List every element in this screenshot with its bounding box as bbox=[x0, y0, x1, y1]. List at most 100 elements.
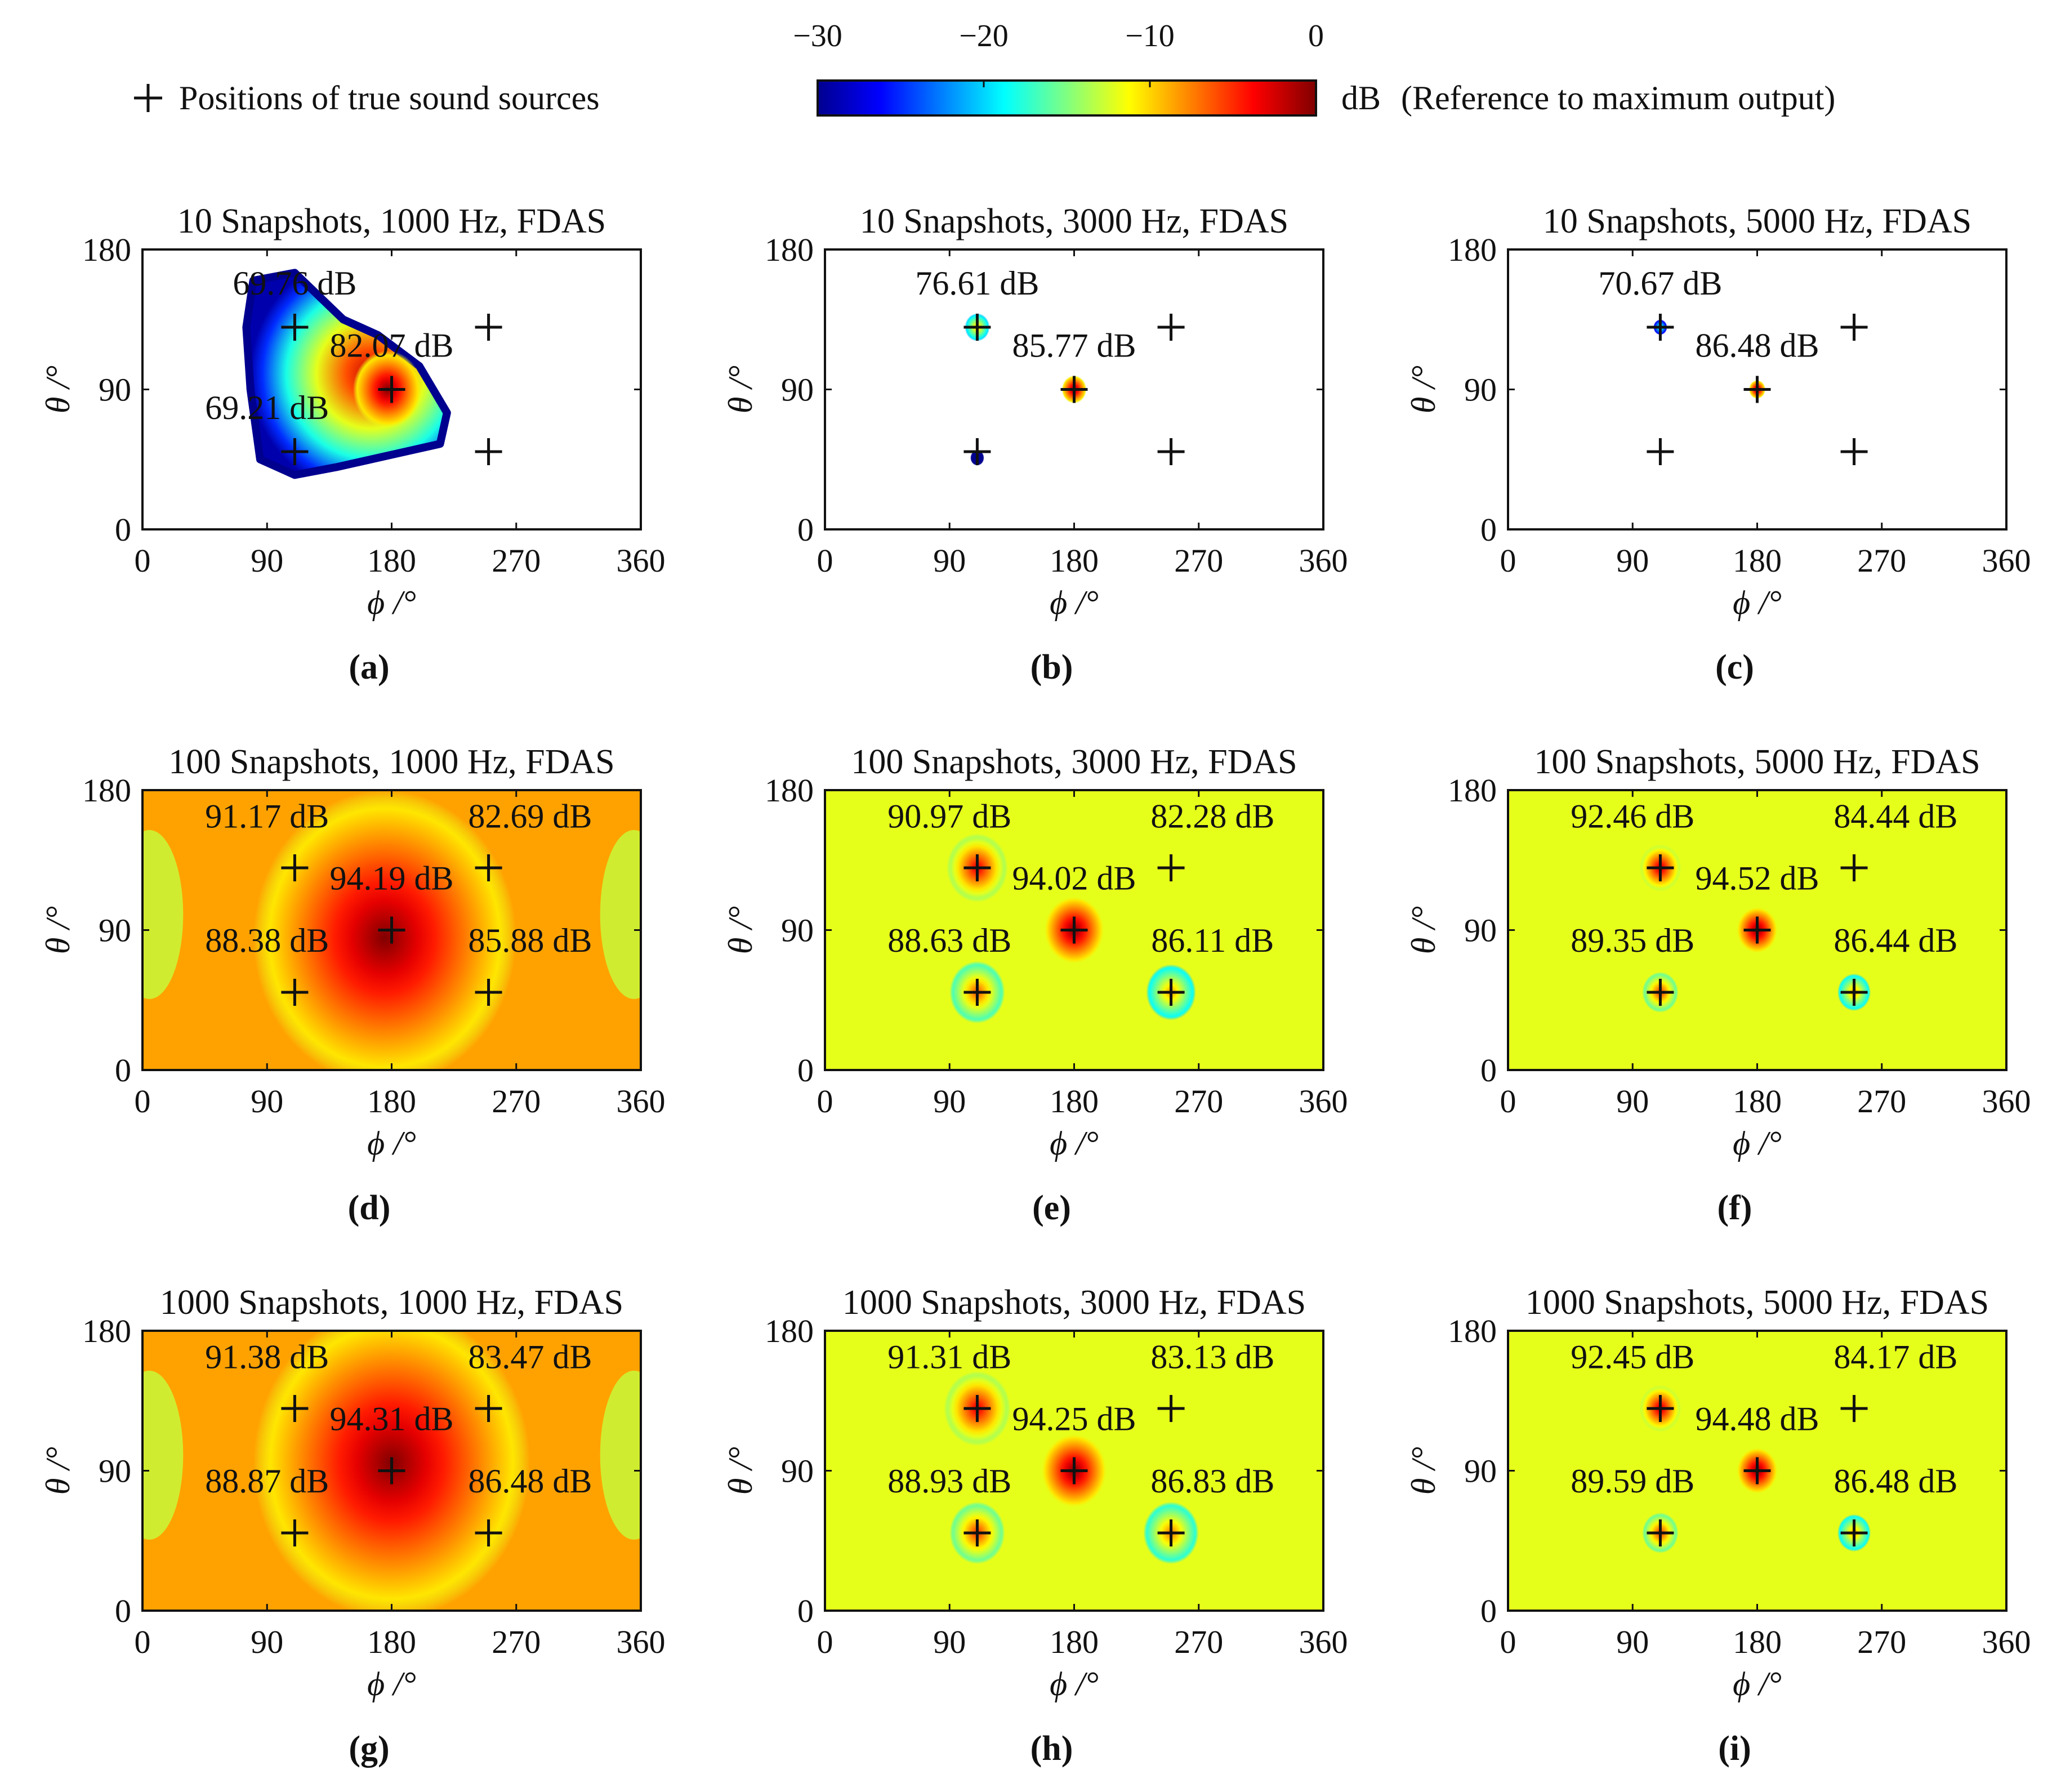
panel-title: 10 Snapshots, 5000 Hz, FDAS bbox=[1543, 202, 1971, 240]
peak-db-label: 88.87 dB bbox=[205, 1463, 329, 1500]
panel-d: 0 90 180 270 360 0 90 180 ϕ /° θ /° 100 Snapshots,… bbox=[39, 743, 666, 1227]
y-tick-label: 0 bbox=[1480, 1052, 1497, 1089]
y-axis-label: θ /° bbox=[39, 906, 77, 954]
sidelobe bbox=[142, 830, 184, 999]
source-marker bbox=[1840, 978, 1868, 1006]
source-marker bbox=[1743, 916, 1771, 944]
y-tick-label: 90 bbox=[1464, 372, 1497, 408]
x-axis-label: ϕ /° bbox=[1733, 1665, 1782, 1702]
source-marker bbox=[963, 1519, 991, 1546]
y-tick-label: 0 bbox=[797, 1052, 814, 1089]
y-tick-label: 0 bbox=[1480, 1593, 1497, 1629]
x-tick-label: 180 bbox=[1050, 1624, 1099, 1660]
x-tick-label: 0 bbox=[1500, 1624, 1516, 1660]
colorbar-note: (Reference to maximum output) bbox=[1401, 79, 1835, 117]
y-axis-label: θ /° bbox=[722, 1447, 759, 1495]
peak-db-label: 86.48 dB bbox=[1695, 327, 1819, 364]
sidelobe bbox=[600, 1370, 641, 1540]
peak-db-label: 69.76 dB bbox=[233, 265, 356, 302]
x-tick-label: 90 bbox=[933, 542, 966, 579]
colorbar-gradient bbox=[817, 79, 1317, 117]
peak-db-label: 85.88 dB bbox=[468, 922, 592, 959]
panel-a: 0 90 180 270 360 0 90 180 ϕ /° θ /° 10 Snapshots, … bbox=[39, 202, 666, 687]
y-tick-label: 180 bbox=[1448, 231, 1497, 268]
x-axis-label: ϕ /° bbox=[367, 584, 416, 621]
panel-letter: (i) bbox=[1718, 1729, 1751, 1768]
source-marker bbox=[1647, 1519, 1674, 1546]
peak-db-label: 91.31 dB bbox=[887, 1338, 1011, 1375]
source-marker bbox=[475, 438, 502, 465]
x-axis-label: ϕ /° bbox=[1733, 584, 1782, 621]
x-tick-label: 0 bbox=[135, 542, 151, 579]
y-tick-label: 180 bbox=[1448, 1313, 1497, 1349]
peak-db-label: 89.35 dB bbox=[1571, 922, 1694, 959]
source-marker bbox=[963, 854, 991, 882]
y-tick-label: 0 bbox=[115, 511, 131, 548]
source-marker bbox=[1840, 314, 1868, 341]
source-marker bbox=[1157, 438, 1185, 465]
source-marker bbox=[1840, 438, 1868, 465]
panel-letter: (d) bbox=[348, 1189, 391, 1227]
x-tick-label: 90 bbox=[1616, 1083, 1649, 1120]
source-marker bbox=[1840, 1519, 1868, 1546]
peak-db-label: 82.69 dB bbox=[468, 797, 592, 835]
panel-letter: (e) bbox=[1032, 1189, 1071, 1227]
source-marker bbox=[963, 438, 991, 465]
y-tick-label: 180 bbox=[765, 1313, 814, 1349]
x-tick-label: 90 bbox=[251, 1624, 283, 1660]
x-tick-label: 360 bbox=[617, 1083, 666, 1120]
peak-db-label: 83.47 dB bbox=[468, 1338, 592, 1375]
panel-title: 1000 Snapshots, 1000 Hz, FDAS bbox=[160, 1283, 623, 1322]
peak-db-label: 94.02 dB bbox=[1012, 860, 1136, 897]
source-marker bbox=[1060, 916, 1088, 944]
source-marker bbox=[1157, 1519, 1185, 1546]
sidelobe bbox=[142, 1370, 184, 1540]
peak-db-label: 86.83 dB bbox=[1150, 1463, 1274, 1500]
source-marker bbox=[1647, 978, 1674, 1006]
y-tick-label: 180 bbox=[82, 231, 131, 268]
x-tick-label: 270 bbox=[1174, 1083, 1223, 1120]
source-marker bbox=[281, 854, 309, 882]
x-tick-label: 270 bbox=[492, 542, 541, 579]
legend-marker-label: Positions of true sound sources bbox=[179, 79, 600, 117]
y-tick-label: 180 bbox=[82, 772, 131, 809]
x-tick-label: 360 bbox=[617, 542, 666, 579]
panel-h: 0 90 180 270 360 0 90 180 ϕ /° θ /° 1000 Snapshots… bbox=[722, 1283, 1348, 1768]
x-tick-label: 0 bbox=[135, 1624, 151, 1660]
x-tick-label: 0 bbox=[817, 542, 833, 579]
x-tick-label: 0 bbox=[1500, 542, 1516, 579]
panel-e: 0 90 180 270 360 0 90 180 ϕ /° θ /° 100 Snapshots,… bbox=[722, 743, 1348, 1227]
peak-db-label: 83.13 dB bbox=[1150, 1338, 1274, 1375]
peak-db-label: 92.46 dB bbox=[1571, 797, 1694, 835]
x-tick-label: 90 bbox=[251, 1083, 283, 1120]
x-tick-label: 180 bbox=[367, 542, 416, 579]
colorbar-tick-label: 0 bbox=[1308, 19, 1324, 54]
source-marker bbox=[281, 1519, 309, 1546]
peak-db-label: 76.61 dB bbox=[915, 265, 1039, 302]
source-marker bbox=[963, 1395, 991, 1423]
y-tick-label: 90 bbox=[99, 372, 131, 408]
x-axis-label: ϕ /° bbox=[367, 1665, 416, 1702]
y-tick-label: 90 bbox=[99, 912, 131, 949]
x-tick-label: 180 bbox=[1733, 1624, 1782, 1660]
source-marker bbox=[281, 1395, 309, 1423]
peak-db-label: 86.48 dB bbox=[468, 1463, 592, 1500]
y-axis-label: θ /° bbox=[1405, 1447, 1442, 1495]
x-tick-label: 180 bbox=[1733, 542, 1782, 579]
y-tick-label: 90 bbox=[781, 1453, 814, 1490]
y-tick-label: 0 bbox=[115, 1052, 131, 1089]
source-marker bbox=[475, 854, 502, 882]
peak-db-label: 84.17 dB bbox=[1834, 1338, 1957, 1375]
x-tick-label: 270 bbox=[492, 1624, 541, 1660]
source-marker bbox=[475, 314, 502, 341]
x-tick-label: 270 bbox=[1857, 1083, 1906, 1120]
source-marker bbox=[1647, 854, 1674, 882]
panel-title: 1000 Snapshots, 3000 Hz, FDAS bbox=[842, 1283, 1306, 1322]
source-marker bbox=[1840, 1395, 1868, 1423]
x-tick-label: 0 bbox=[1500, 1083, 1516, 1120]
peak-db-label: 86.48 dB bbox=[1834, 1463, 1957, 1500]
peak-db-label: 94.52 dB bbox=[1695, 860, 1819, 897]
sidelobe bbox=[600, 830, 641, 999]
panel-c: 0 90 180 270 360 0 90 180 ϕ /° θ /° 10 Snapshots, … bbox=[1405, 202, 2031, 687]
